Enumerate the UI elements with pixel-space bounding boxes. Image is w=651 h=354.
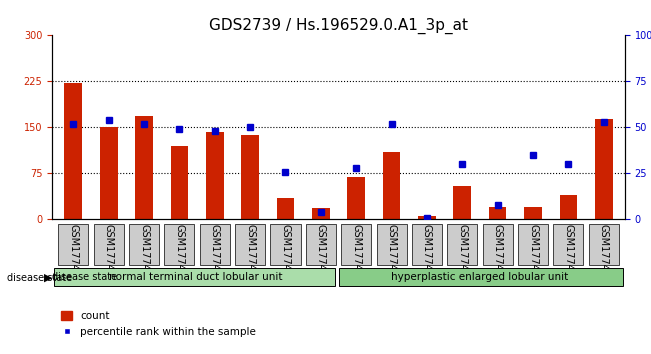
FancyBboxPatch shape [341, 224, 371, 265]
FancyBboxPatch shape [376, 224, 407, 265]
FancyBboxPatch shape [589, 224, 618, 265]
Bar [489, 207, 506, 219]
Text: GSM177454: GSM177454 [68, 224, 78, 284]
FancyBboxPatch shape [412, 224, 442, 265]
Text: GSM177449: GSM177449 [457, 224, 467, 284]
FancyBboxPatch shape [306, 224, 336, 265]
Bar [454, 186, 471, 219]
Bar [100, 127, 117, 219]
Text: GSM177455: GSM177455 [104, 224, 114, 284]
Bar [595, 119, 613, 219]
Bar [242, 135, 259, 219]
Text: ▶: ▶ [44, 273, 53, 283]
Bar [348, 177, 365, 219]
Text: GSM177461: GSM177461 [316, 224, 326, 284]
Bar [277, 198, 294, 219]
Bar [64, 83, 82, 219]
Bar [206, 132, 223, 219]
Text: GSM177452: GSM177452 [563, 224, 574, 284]
FancyBboxPatch shape [94, 224, 124, 265]
FancyBboxPatch shape [54, 268, 335, 286]
Bar [560, 195, 577, 219]
Text: GSM177448: GSM177448 [422, 224, 432, 284]
Bar [312, 209, 329, 219]
FancyBboxPatch shape [518, 224, 548, 265]
Text: GSM177458: GSM177458 [210, 224, 220, 284]
FancyBboxPatch shape [59, 224, 89, 265]
Text: GSM177453: GSM177453 [599, 224, 609, 284]
Text: disease state: disease state [7, 273, 72, 283]
Legend: count, percentile rank within the sample: count, percentile rank within the sample [57, 307, 260, 341]
Text: GSM177446: GSM177446 [351, 224, 361, 284]
Text: GSM177460: GSM177460 [281, 224, 290, 284]
Text: GSM177459: GSM177459 [245, 224, 255, 284]
FancyBboxPatch shape [447, 224, 477, 265]
FancyBboxPatch shape [129, 224, 159, 265]
Bar [418, 216, 436, 219]
FancyBboxPatch shape [270, 224, 301, 265]
Bar [383, 152, 400, 219]
Text: GSM177450: GSM177450 [493, 224, 503, 284]
FancyBboxPatch shape [339, 268, 623, 286]
FancyBboxPatch shape [235, 224, 265, 265]
FancyBboxPatch shape [482, 224, 513, 265]
FancyBboxPatch shape [164, 224, 195, 265]
Text: GSM177451: GSM177451 [528, 224, 538, 284]
Bar [135, 116, 153, 219]
Text: normal terminal duct lobular unit: normal terminal duct lobular unit [109, 272, 282, 282]
Bar [171, 146, 188, 219]
Text: GSM177456: GSM177456 [139, 224, 149, 284]
Title: GDS2739 / Hs.196529.0.A1_3p_at: GDS2739 / Hs.196529.0.A1_3p_at [209, 18, 468, 34]
FancyBboxPatch shape [200, 224, 230, 265]
Text: hyperplastic enlarged lobular unit: hyperplastic enlarged lobular unit [391, 272, 568, 282]
Text: GSM177447: GSM177447 [387, 224, 396, 284]
Bar [524, 207, 542, 219]
FancyBboxPatch shape [553, 224, 583, 265]
Text: GSM177457: GSM177457 [174, 224, 184, 284]
Text: disease state: disease state [52, 272, 117, 282]
